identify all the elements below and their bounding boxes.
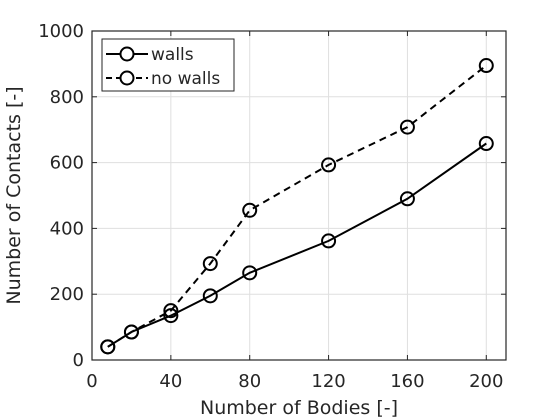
series-1-point-0 [100,339,116,355]
y-tick-label-0: 0 [73,350,84,371]
y-tick-label-1: 200 [50,284,84,305]
y-tick-label-5: 1000 [38,21,84,42]
x-tick-label-4: 160 [390,371,424,392]
y-tick-label-3: 600 [50,153,84,174]
series-0-point-5 [321,233,337,249]
series-1-point-2 [163,303,179,319]
legend: walls no walls [101,38,235,92]
legend-label-1: no walls [151,69,220,89]
series-0-point-7 [478,136,494,152]
x-axis-label: Number of Bodies [-] [200,397,398,419]
y-axis-label: Number of Contacts [-] [3,86,25,304]
series-1-point-7 [478,58,494,74]
y-tick-label-4: 800 [50,87,84,108]
axes-box [91,30,507,361]
x-tick-label-1: 40 [159,371,182,392]
legend-label-0: walls [151,45,194,65]
series-1-point-5 [321,157,337,173]
series-0-point-3 [202,288,218,304]
x-tick-label-0: 0 [86,371,97,392]
x-tick-label-5: 200 [469,371,503,392]
series-0-point-4 [242,265,258,281]
series-1-point-4 [242,202,258,218]
series-1-point-1 [123,324,139,340]
axes: 0 40 80 120 160 200 0 200 400 600 800 1000 [38,21,507,392]
y-tick-label-2: 400 [50,218,84,239]
x-tick-label-3: 120 [311,371,345,392]
series-0-point-2 [163,308,179,324]
legend-marker-1 [119,70,135,86]
series-1-point-3 [202,256,218,272]
series-layer [100,58,494,355]
series-0-point-6 [399,191,415,207]
legend-marker-0 [119,46,135,62]
series-line-1 [107,64,487,348]
grid [91,30,506,361]
x-tick-label-2: 80 [238,371,261,392]
series-1-point-6 [399,119,415,135]
